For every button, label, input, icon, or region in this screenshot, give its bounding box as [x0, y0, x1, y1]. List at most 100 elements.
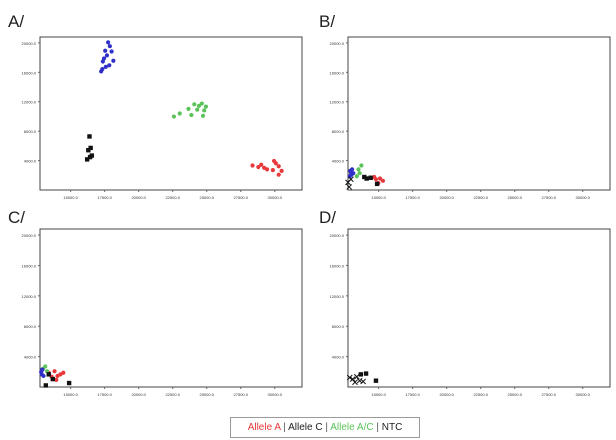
x-tick-label: 17500.0: [97, 195, 112, 200]
point-ntc-d: [358, 372, 364, 377]
scatter-plot-a: 4000.0 8000.0 12000.0 16000.0 20000.0 15000.0…: [22, 36, 303, 200]
x-tick-label: 30000.0: [268, 195, 283, 200]
point-ntc-c: [43, 383, 49, 388]
point-allele-a-c-a: [192, 102, 197, 107]
point-ntc-a: [87, 154, 93, 160]
point-ntc-b: [364, 176, 369, 181]
y-tick-label: 12000.0: [330, 100, 345, 105]
point-ntc-a: [88, 145, 93, 151]
legend-allele-a: Allele A: [247, 422, 281, 433]
x-tick-label: 27500.0: [542, 392, 557, 397]
panel-letter-b: B/: [319, 12, 336, 31]
x-tick-label: 15000.0: [371, 195, 386, 200]
y-tick-label: 16000.0: [22, 263, 37, 268]
point-allele-c-a: [101, 56, 107, 61]
point-ntc-d-cross: [353, 373, 360, 380]
point-allele-c-c: [41, 373, 46, 379]
x-tick-label: 30000.0: [268, 392, 283, 397]
point-ntc-b-cross: [346, 184, 353, 190]
y-tick-label: 4000.0: [24, 159, 37, 164]
legend-box: Allele A | Allele C | Allele A/C | NTC: [230, 417, 420, 438]
point-allele-c-a: [100, 67, 105, 72]
x-tick-label: 17500.0: [405, 392, 420, 397]
point-allele-a-c: [54, 377, 59, 382]
scatter-plot-b: 4000.0 8000.0 12000.0 16000.0 20000.0 15000.0…: [330, 36, 611, 200]
point-ntc-b: [368, 175, 373, 180]
x-tick-label: 15000.0: [63, 195, 78, 200]
point-allele-c-a: [106, 40, 111, 45]
point-ntc-c: [66, 380, 72, 386]
point-allele-a-a: [264, 167, 270, 172]
y-tick-label: 8000.0: [332, 324, 345, 329]
panel-letter-d: D/: [319, 208, 336, 227]
legend-allele-c: Allele C: [288, 422, 323, 433]
point-allele-c-a: [111, 58, 116, 63]
point-allele-a-a: [276, 172, 281, 177]
point-allele-a-c-a: [171, 114, 177, 119]
legend-separator: |: [325, 422, 328, 433]
point-allele-a-c-b: [357, 171, 362, 176]
point-allele-a-c-c: [43, 364, 48, 369]
point-ntc-c: [46, 372, 51, 377]
point-ntc-a: [86, 148, 91, 153]
point-allele-a-c-b: [359, 163, 364, 168]
point-allele-a-a: [270, 168, 275, 173]
point-ntc-d-cross: [346, 374, 353, 381]
point-allele-a-c: [52, 369, 57, 374]
point-allele-a-a: [250, 163, 255, 168]
y-tick-label: 20000.0: [330, 233, 345, 238]
y-tick-label: 20000.0: [22, 233, 37, 238]
point-allele-a-c-a: [186, 106, 191, 112]
point-ntc-b-cross: [348, 176, 354, 183]
point-allele-c-a: [107, 63, 112, 68]
point-ntc-d: [363, 371, 369, 376]
panel-letter-a: A/: [8, 12, 25, 31]
point-ntc-a: [84, 157, 90, 162]
y-tick-label: 8000.0: [24, 129, 37, 134]
y-tick-label: 20000.0: [22, 41, 37, 46]
y-tick-label: 12000.0: [330, 294, 345, 299]
y-tick-label: 12000.0: [22, 100, 37, 105]
point-allele-a-a: [279, 168, 284, 173]
point-allele-c-a: [103, 48, 108, 53]
plot-area: [347, 36, 611, 191]
point-ntc-d-cross: [349, 376, 356, 382]
point-ntc-c: [50, 376, 56, 382]
point-allele-c-a: [107, 44, 112, 49]
scatter-plot-c: 4000.0 8000.0 12000.0 16000.0 20000.0 15000.0…: [22, 228, 303, 397]
x-tick-label: 22500.0: [165, 392, 180, 397]
point-allele-a-b: [377, 176, 383, 181]
x-tick-label: 30000.0: [576, 195, 591, 200]
x-tick-label: 27500.0: [234, 392, 249, 397]
point-allele-a-b: [373, 177, 379, 182]
point-allele-a-c-a: [195, 107, 200, 112]
point-allele-a-a: [259, 162, 264, 167]
point-allele-a-c: [61, 370, 66, 375]
y-tick-label: 4000.0: [332, 355, 345, 360]
x-tick-label: 22500.0: [165, 195, 180, 200]
point-allele-c-b: [349, 172, 354, 177]
point-allele-a-a: [256, 164, 261, 170]
legend-separator: |: [283, 422, 286, 433]
point-allele-a-a: [271, 158, 277, 164]
y-tick-label: 8000.0: [332, 129, 345, 134]
x-tick-label: 25000.0: [199, 392, 214, 397]
x-tick-label: 15000.0: [371, 392, 386, 397]
point-ntc-d-cross: [360, 378, 366, 385]
x-tick-label: 22500.0: [473, 195, 488, 200]
x-tick-label: 15000.0: [63, 392, 78, 397]
scatter-plot-d: 4000.0 8000.0 12000.0 16000.0 20000.0 15000.0…: [330, 228, 611, 397]
x-tick-label: 22500.0: [473, 392, 488, 397]
point-ntc-b: [362, 174, 367, 180]
point-ntc-d: [373, 378, 379, 383]
y-tick-label: 16000.0: [22, 70, 37, 75]
point-allele-c-b: [348, 168, 353, 173]
point-allele-a-c-a: [203, 104, 209, 109]
point-allele-a-c-a: [199, 101, 204, 106]
point-allele-a-c-a: [202, 108, 207, 113]
panel-letter-c: C/: [8, 208, 25, 227]
y-tick-label: 4000.0: [24, 355, 37, 360]
x-tick-label: 27500.0: [542, 195, 557, 200]
y-tick-label: 16000.0: [330, 263, 345, 268]
x-tick-label: 25000.0: [199, 195, 214, 200]
